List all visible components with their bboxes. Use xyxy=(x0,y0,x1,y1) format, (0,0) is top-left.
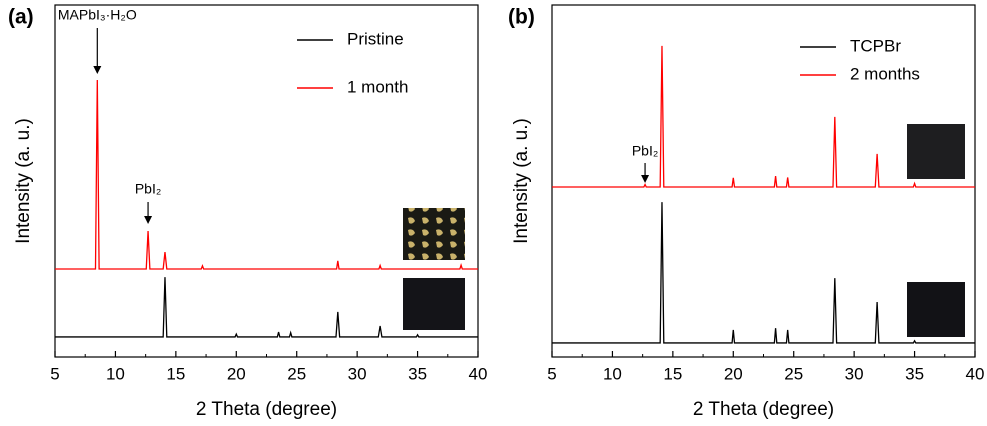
x-tick-label: 25 xyxy=(287,364,306,383)
annotation: PbI₂ xyxy=(135,181,161,197)
x-tick-label: 5 xyxy=(50,364,59,383)
panel-label: (a) xyxy=(8,6,34,29)
x-tick-label: 30 xyxy=(845,364,864,383)
x-axis-title: 2 Theta (degree) xyxy=(693,399,834,420)
x-tick-label: 20 xyxy=(724,364,743,383)
annotation-arrowhead xyxy=(144,216,153,224)
panel-label: (b) xyxy=(508,6,535,29)
inset-photo xyxy=(907,282,965,337)
series-line xyxy=(552,202,975,344)
x-tick-label: 10 xyxy=(603,364,622,383)
inset-photo xyxy=(907,124,965,179)
x-tick-label: 10 xyxy=(106,364,125,383)
y-axis-title: Intensity (a. u.) xyxy=(511,118,532,244)
annotation: MAPbI₃·H₂O xyxy=(58,7,137,23)
x-tick-label: 15 xyxy=(663,364,682,383)
legend-label: 1 month xyxy=(347,77,408,96)
x-axis-title: 2 Theta (degree) xyxy=(196,399,337,420)
x-tick-label: 20 xyxy=(227,364,246,383)
series-line xyxy=(55,79,478,270)
series-line xyxy=(55,277,478,338)
legend-label: 2 months xyxy=(850,64,920,83)
legend-label: TCPBr xyxy=(850,36,901,55)
inset-photo xyxy=(403,278,465,330)
annotation-arrowhead xyxy=(93,66,102,74)
y-axis-title: Intensity (a. u.) xyxy=(13,118,34,244)
legend-label: Pristine xyxy=(347,29,404,48)
x-tick-label: 5 xyxy=(547,364,556,383)
x-tick-label: 35 xyxy=(905,364,924,383)
x-tick-label: 40 xyxy=(469,364,488,383)
annotation-arrowhead xyxy=(641,175,650,183)
x-tick-label: 15 xyxy=(166,364,185,383)
x-tick-label: 35 xyxy=(408,364,427,383)
inset-photo xyxy=(403,208,465,260)
x-tick-label: 30 xyxy=(348,364,367,383)
x-tick-label: 25 xyxy=(784,364,803,383)
series-line xyxy=(552,45,975,188)
annotation: PbI₂ xyxy=(632,143,658,159)
x-tick-label: 40 xyxy=(966,364,985,383)
